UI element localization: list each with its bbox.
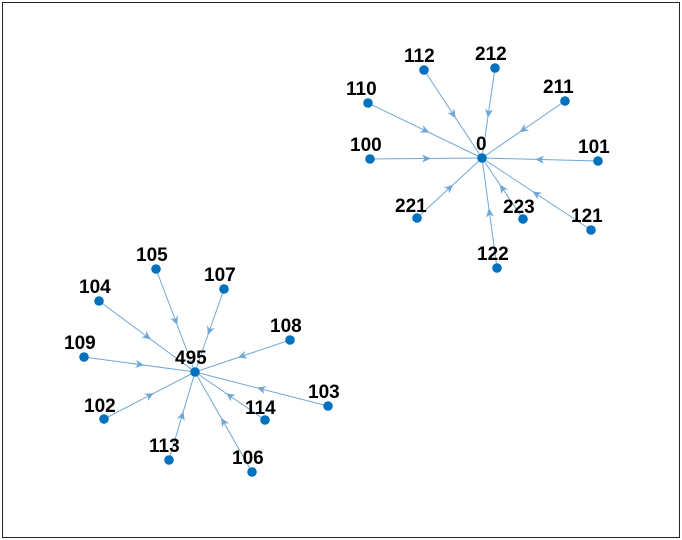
node-221: [412, 213, 422, 223]
node-212: [490, 63, 500, 73]
node-0: [477, 153, 487, 163]
node-label-104: 104: [79, 277, 111, 298]
node-105: [151, 264, 161, 274]
node-label-0: 0: [476, 134, 487, 155]
node-223: [518, 214, 528, 224]
edge-arrowhead: [207, 325, 215, 336]
node-107: [219, 284, 229, 294]
node-495: [190, 367, 200, 377]
edge-arrowhead: [485, 108, 494, 118]
edge-arrowhead: [519, 123, 530, 133]
edge-arrowhead: [499, 184, 509, 195]
node-211: [560, 96, 570, 106]
node-106: [247, 467, 257, 477]
edge-arrowhead: [486, 208, 495, 218]
node-label-106: 106: [232, 448, 264, 469]
node-112: [419, 65, 429, 75]
edge-arrowhead: [170, 315, 178, 326]
edge-arrowhead: [532, 191, 543, 200]
edge-arrowhead: [256, 386, 267, 394]
edge-arrowhead: [447, 108, 456, 119]
node-label-100: 100: [350, 135, 382, 156]
edge-arrowhead: [141, 330, 152, 340]
edge-arrowhead: [177, 411, 185, 421]
node-label-102: 102: [84, 396, 116, 417]
node-label-107: 107: [204, 265, 236, 286]
node-label-112: 112: [404, 46, 435, 67]
node-108: [285, 335, 295, 345]
node-114: [260, 415, 270, 425]
node-100: [365, 154, 375, 164]
node-label-109: 109: [64, 333, 96, 354]
node-label-103: 103: [308, 382, 340, 403]
node-label-122: 122: [477, 244, 509, 265]
node-104: [94, 296, 104, 306]
node-label-223: 223: [503, 197, 535, 218]
node-113: [164, 455, 174, 465]
edge-arrowhead: [443, 184, 454, 194]
label-layer: 0 112 212 110 211 100 101 221 223 121 122 495 105 107…: [64, 44, 610, 469]
node-121: [586, 225, 596, 235]
edge-arrowhead: [144, 393, 154, 401]
node-103: [323, 401, 333, 411]
node-102: [99, 414, 109, 424]
node-label-221: 221: [395, 196, 427, 217]
node-label-114: 114: [245, 398, 276, 419]
edge-arrowhead: [135, 360, 145, 368]
node-label-108: 108: [270, 316, 302, 337]
edge-arrowhead: [419, 125, 430, 133]
edge-arrowhead: [225, 393, 236, 402]
edge-arrowhead: [421, 154, 431, 163]
node-label-211: 211: [543, 77, 574, 98]
node-label-121: 121: [571, 206, 603, 227]
node-122: [492, 263, 502, 273]
node-101: [593, 156, 603, 166]
node-label-105: 105: [136, 245, 168, 266]
node-label-212: 212: [475, 44, 507, 65]
edge-arrowhead: [237, 350, 248, 359]
node-label-101: 101: [578, 137, 610, 158]
edge-layer: [83, 67, 599, 473]
node-label-110: 110: [346, 79, 377, 100]
node-110: [363, 98, 373, 108]
node-label-113: 113: [149, 436, 180, 457]
node-label-495: 495: [175, 348, 207, 369]
node-layer: [79, 63, 603, 477]
node-109: [79, 352, 89, 362]
edge-arrowhead: [221, 417, 229, 428]
edge-arrowhead: [535, 155, 545, 164]
